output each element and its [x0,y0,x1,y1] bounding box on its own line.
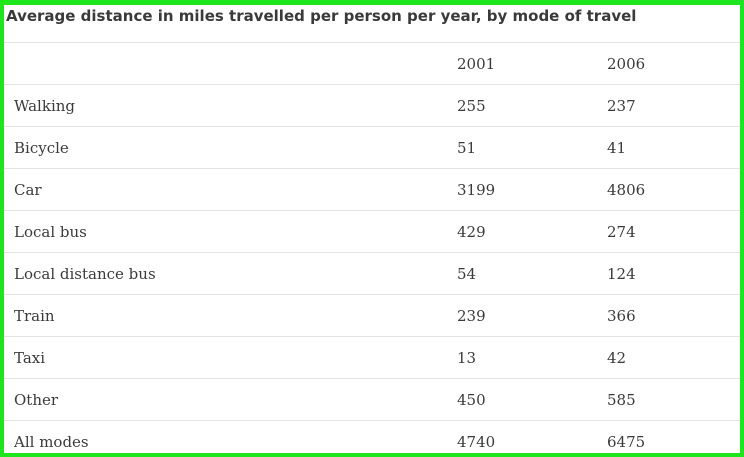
cell-mode: Bicycle [4,126,457,169]
cell-2006: 42 [607,336,740,379]
table-row: Walking 255 237 [4,84,740,127]
cell-mode: All modes [4,420,457,453]
cell-2001: 450 [457,378,607,421]
table-row: Car 3199 4806 [4,168,740,211]
table-row: Other 450 585 [4,378,740,421]
cell-2001: 51 [457,126,607,169]
table-row: Local distance bus 54 124 [4,252,740,295]
cell-2006: 585 [607,378,740,421]
table-row: All modes 4740 6475 [4,420,740,453]
cell-mode: Train [4,294,457,337]
cell-2001: 429 [457,210,607,253]
cell-mode: Local distance bus [4,252,457,295]
header-cell-2006: 2006 [607,42,740,85]
cell-mode: Other [4,378,457,421]
cell-2001: 4740 [457,420,607,453]
cell-2006: 274 [607,210,740,253]
header-cell-2001: 2001 [457,42,607,85]
cell-2001: 255 [457,84,607,127]
cell-2001: 54 [457,252,607,295]
data-table: 2001 2006 Walking 255 237 Bicycle 51 41 Car 319… [4,42,740,453]
cell-mode: Taxi [4,336,457,379]
table-row: Local bus 429 274 [4,210,740,253]
cell-2001: 239 [457,294,607,337]
cell-2006: 124 [607,252,740,295]
cell-2006: 6475 [607,420,740,453]
cell-2006: 4806 [607,168,740,211]
table-title: Average distance in miles travelled per … [6,7,637,25]
cell-2006: 366 [607,294,740,337]
cell-2001: 3199 [457,168,607,211]
cell-mode: Walking [4,84,457,127]
table-header-row: 2001 2006 [4,42,740,85]
cell-2006: 41 [607,126,740,169]
table-row: Taxi 13 42 [4,336,740,379]
table-row: Bicycle 51 41 [4,126,740,169]
cell-mode: Local bus [4,210,457,253]
cell-2001: 13 [457,336,607,379]
cell-2006: 237 [607,84,740,127]
header-cell-mode [4,42,457,85]
table-row: Train 239 366 [4,294,740,337]
cell-mode: Car [4,168,457,211]
